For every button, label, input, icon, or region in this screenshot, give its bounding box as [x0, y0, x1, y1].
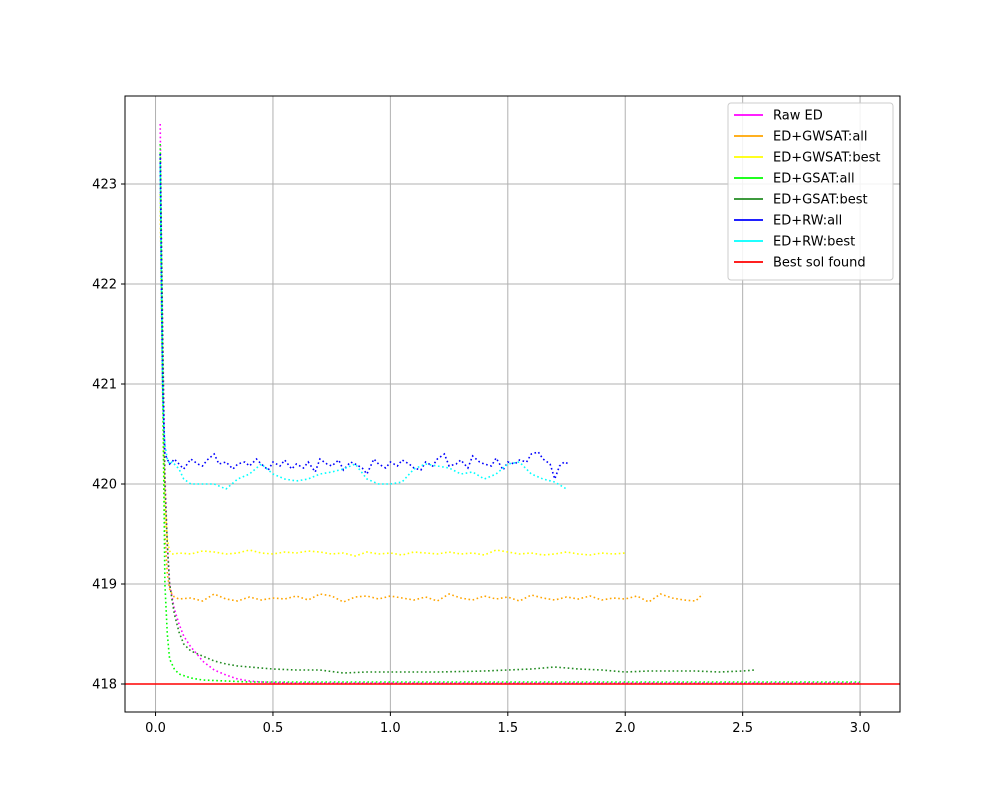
x-tick-label: 1.0	[380, 721, 401, 736]
x-tick-label: 2.0	[615, 721, 636, 736]
x-tick-label: 0.0	[145, 721, 166, 736]
legend-label-ed-gwsat-all: ED+GWSAT:all	[773, 130, 868, 145]
y-tick-label: 418	[92, 678, 117, 693]
legend-label-raw-ed: Raw ED	[773, 109, 823, 124]
plot-frame	[124, 95, 901, 713]
x-tick-label: 2.5	[732, 721, 753, 736]
series-line-ed-gwsat-all	[159, 193, 704, 603]
y-tick-label: 422	[92, 278, 117, 293]
legend-label-ed-rw-best: ED+RW:best	[773, 235, 855, 250]
x-tick-label: 1.5	[497, 721, 518, 736]
series-line-ed-gsat-all	[159, 143, 861, 683]
plot-lines	[125, 123, 900, 685]
series-line-raw-ed	[159, 123, 861, 684]
legend-box	[727, 102, 894, 281]
x-tick-label: 3.0	[850, 721, 871, 736]
legend-label-ed-gsat-all: ED+GSAT:all	[773, 172, 855, 187]
axis-ticks: 0.0 0.5 1.0 1.5 2.0 2.5 3.0 418 419 420 421 422 423	[92, 178, 870, 737]
legend-label-best-sol-found: Best sol found	[773, 256, 866, 271]
y-tick-label: 420	[92, 478, 117, 493]
y-tick-label: 423	[92, 178, 117, 193]
y-tick-label: 419	[92, 578, 117, 593]
legend-label-ed-rw-all: ED+RW:all	[773, 214, 842, 229]
legend: Raw ED ED+GWSAT:all ED+GWSAT:best ED+GSAT:a…	[727, 102, 894, 281]
legend-label-ed-gsat-best: ED+GSAT:best	[773, 193, 868, 208]
legend-label-ed-gwsat-best: ED+GWSAT:best	[773, 151, 880, 166]
x-tick-label: 0.5	[263, 721, 284, 736]
y-tick-label: 421	[92, 378, 117, 393]
